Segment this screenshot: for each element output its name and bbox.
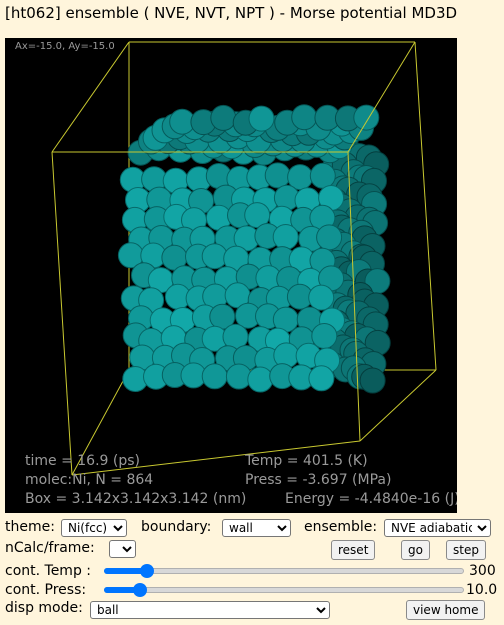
box-edge	[414, 41, 437, 371]
disp-mode-select[interactable]: ball	[90, 601, 330, 619]
atom	[308, 284, 335, 311]
reset-button[interactable]: reset	[331, 540, 376, 560]
window-title: [ht062] ensemble ( NVE, NVT, NPT ) - Mor…	[5, 4, 458, 22]
atom	[247, 366, 274, 393]
atom	[311, 323, 338, 349]
simulation-canvas[interactable]: Ax=-15.0, Ay=-15.0 time = 16.9 (ps) Temp…	[5, 38, 457, 513]
atom	[316, 224, 343, 251]
theme-label: theme:	[5, 519, 55, 535]
box-size-readout: Box = 3.142x3.142x3.142 (nm)	[25, 491, 247, 507]
atom	[359, 367, 386, 394]
ensemble-label: ensemble:	[304, 519, 378, 535]
md3d-scene[interactable]	[5, 38, 457, 513]
atom	[272, 224, 299, 250]
theme-select[interactable]: Ni(fcc)	[61, 519, 127, 537]
box-edge	[51, 151, 73, 476]
box-edge	[51, 41, 130, 153]
atom	[225, 363, 252, 390]
go-button[interactable]: go	[401, 540, 430, 560]
press-slider[interactable]	[104, 583, 464, 597]
box-edge	[347, 41, 416, 153]
atom	[210, 104, 237, 131]
atom	[291, 104, 318, 131]
temp-control-label: cont. Temp :	[5, 563, 92, 579]
pressure-readout: Press = -3.697 (MPa)	[245, 472, 392, 488]
box-edge	[347, 151, 361, 442]
ensemble-select[interactable]: NVE adiabatic	[384, 519, 491, 537]
temp-slider-thumb[interactable]	[140, 564, 155, 578]
temp-slider[interactable]	[104, 564, 464, 578]
disp-mode-label: disp mode:	[5, 600, 83, 616]
time-readout: time = 16.9 (ps)	[25, 453, 140, 469]
atom-cluster	[117, 104, 391, 394]
view-angle-readout: Ax=-15.0, Ay=-15.0	[15, 41, 115, 52]
box-edge	[71, 440, 361, 476]
atom	[308, 365, 335, 392]
box-edge	[359, 369, 437, 442]
atom	[264, 162, 291, 189]
temp-control-value: 300	[469, 563, 496, 579]
step-button[interactable]: step	[446, 540, 486, 560]
press-control-value: 10.0	[466, 582, 498, 598]
molecule-readout: molec:Ni, N = 864	[25, 472, 154, 488]
box-edge	[71, 369, 130, 476]
boundary-label: boundary:	[141, 519, 212, 535]
press-slider-fill	[104, 587, 140, 593]
press-control-label: cont. Press:	[5, 582, 87, 598]
temp-slider-track	[104, 568, 464, 574]
boundary-select[interactable]: wall	[222, 519, 291, 537]
ncalc-select[interactable]: 1	[109, 540, 136, 558]
atom	[248, 105, 275, 132]
atom	[201, 363, 228, 390]
energy-readout: Energy = -4.4840e-16 (J)	[285, 491, 457, 507]
view-home-button[interactable]: view home	[406, 600, 486, 620]
ncalc-label: nCalc/frame:	[5, 540, 95, 556]
atom	[353, 104, 380, 131]
press-slider-track	[104, 587, 464, 593]
press-slider-thumb[interactable]	[133, 583, 147, 597]
temp-readout: Temp = 401.5 (K)	[245, 453, 368, 469]
simulation-box-front	[51, 41, 437, 476]
atom	[309, 162, 336, 189]
temp-slider-fill	[104, 568, 148, 574]
